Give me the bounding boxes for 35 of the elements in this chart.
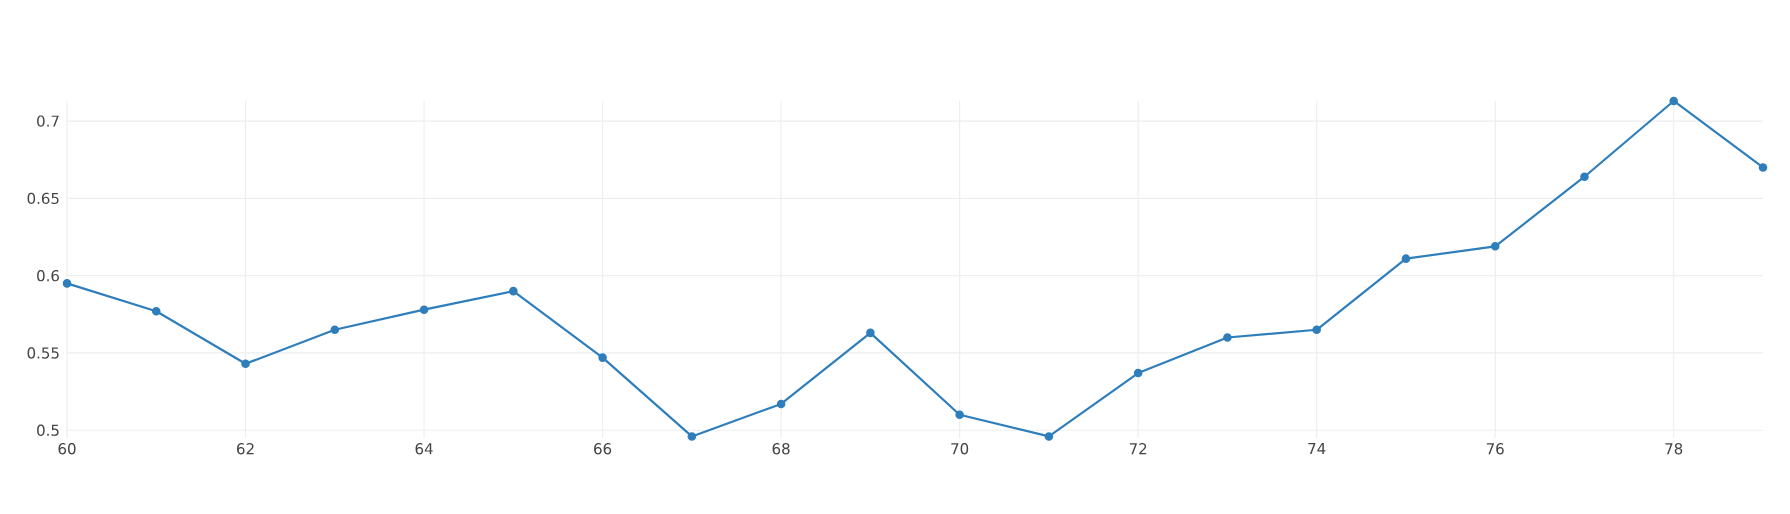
x-tick-label: 72 (1129, 443, 1147, 455)
x-tick-label: 60 (58, 443, 76, 455)
point (598, 353, 607, 362)
point (241, 359, 250, 369)
x-tick-label: 74 (1308, 443, 1326, 454)
y-tick-label: 0.65 (27, 192, 59, 205)
x-tick-label: 78 (1665, 443, 1683, 455)
point (776, 399, 786, 409)
y-tick-label: 0.5 (37, 424, 59, 436)
point (1223, 333, 1232, 342)
point (1669, 96, 1679, 106)
y-tick-label: 0.55 (27, 347, 59, 359)
point (509, 286, 518, 296)
y-tick-label: 0.7 (37, 115, 59, 127)
point (62, 279, 72, 288)
x-tick-label: 68 (772, 443, 790, 455)
point (1401, 254, 1411, 263)
point (330, 325, 340, 335)
x-tick-label: 70 (951, 443, 969, 455)
point (1490, 242, 1500, 251)
point (955, 410, 964, 420)
x-tick-label: 62 (237, 443, 254, 455)
point (1312, 325, 1321, 335)
point (1758, 163, 1768, 172)
x-tick-label: 76 (1486, 443, 1504, 455)
point (419, 305, 429, 314)
x-tick-label: 64 (415, 443, 433, 455)
point (1580, 172, 1589, 182)
y-tick-label: 0.6 (37, 270, 60, 282)
point (1044, 432, 1054, 441)
point (866, 328, 875, 338)
point (1133, 368, 1143, 378)
point (687, 432, 697, 441)
point (151, 306, 161, 316)
x-tick-label: 66 (594, 443, 612, 455)
